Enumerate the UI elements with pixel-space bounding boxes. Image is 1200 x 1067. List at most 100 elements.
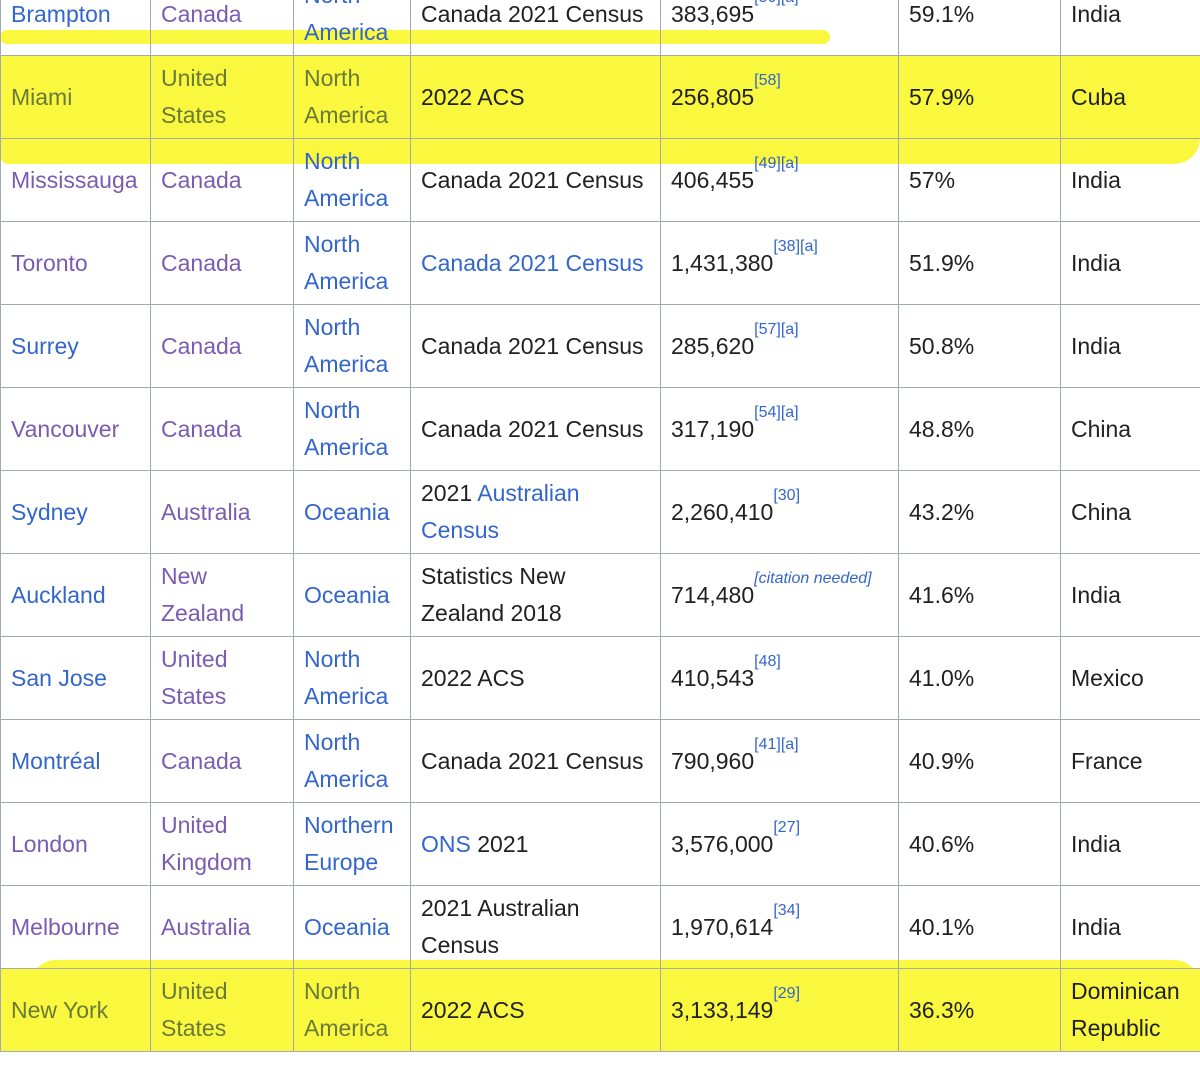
source-text: 2021 Australian Census	[421, 895, 580, 958]
origin-cell: India	[1060, 304, 1200, 388]
origin-cell: India	[1060, 221, 1200, 305]
share-cell: 41.0%	[898, 636, 1061, 720]
share-value: 50.8%	[909, 332, 975, 359]
city-link[interactable]: Mississauga	[11, 166, 138, 193]
country-link[interactable]: New Zealand	[161, 563, 245, 626]
country-link[interactable]: Canada	[161, 415, 242, 442]
region-link[interactable]: North America	[304, 729, 388, 792]
reference-link[interactable]: [34]	[773, 901, 801, 919]
region-link[interactable]: North America	[304, 978, 388, 1041]
table-row: Vancouver Canada North America Canada 2021 C…	[0, 387, 1200, 471]
city-link[interactable]: Surrey	[11, 332, 79, 359]
city-link[interactable]: Montréal	[11, 747, 101, 774]
region-cell: North America	[293, 138, 411, 222]
share-cell: 51.9%	[898, 221, 1061, 305]
city-link[interactable]: London	[11, 830, 88, 857]
region-link[interactable]: North America	[304, 148, 388, 211]
source-text: Canada 2021 Census	[421, 415, 644, 442]
source-cell: 2022 ACS	[410, 55, 661, 139]
reference-link[interactable]: [49][a]	[754, 154, 799, 172]
source-text: Canada 2021 Census	[421, 332, 644, 359]
country-cell: Canada	[150, 0, 294, 56]
region-link[interactable]: North America	[304, 397, 388, 460]
share-value: 51.9%	[909, 249, 975, 276]
city-link[interactable]: Melbourne	[11, 913, 120, 940]
city-cell: Vancouver	[0, 387, 151, 471]
city-link[interactable]: Vancouver	[11, 415, 120, 442]
origin-value: India	[1071, 581, 1121, 608]
city-cell: Sydney	[0, 470, 151, 554]
source-text: Canada 2021 Census	[421, 0, 644, 27]
source-cell: ONS 2021	[410, 802, 661, 886]
reference-link[interactable]: [41][a]	[754, 735, 799, 753]
region-link[interactable]: North America	[304, 231, 388, 294]
country-link[interactable]: Australia	[161, 498, 251, 525]
source-link[interactable]: ONS	[421, 830, 471, 857]
reference-link[interactable]: [48]	[754, 652, 781, 670]
country-cell: Australia	[150, 885, 294, 969]
population-value: 410,543	[671, 664, 755, 691]
share-value: 36.3%	[909, 996, 975, 1023]
origin-cell: France	[1060, 719, 1200, 803]
country-link[interactable]: Canada	[161, 249, 242, 276]
country-cell: United States	[150, 55, 294, 139]
region-word: America	[304, 766, 389, 792]
source-link[interactable]: Australian Census	[421, 480, 580, 543]
reference-link[interactable]: [50][a]	[754, 0, 798, 6]
country-link[interactable]: United Kingdom	[161, 812, 252, 875]
source-text: 2022 ACS	[421, 83, 525, 110]
country-link[interactable]: Australia	[161, 913, 251, 940]
country-link[interactable]: United States	[161, 65, 228, 128]
city-link[interactable]: San Jose	[11, 664, 107, 691]
region-word: North	[304, 231, 361, 257]
city-link[interactable]: Sydney	[11, 498, 88, 525]
region-link[interactable]: Northern Europe	[304, 812, 393, 875]
city-link[interactable]: New York	[11, 996, 109, 1023]
country-link[interactable]: Canada	[161, 332, 242, 359]
region-link[interactable]: North America	[304, 0, 388, 45]
country-cell: Canada	[150, 221, 294, 305]
population-value: 3,133,149	[671, 996, 774, 1023]
country-link[interactable]: Canada	[161, 166, 242, 193]
source-link[interactable]: Canada 2021 Census	[421, 249, 644, 276]
country-cell: United States	[150, 968, 294, 1052]
region-link[interactable]: North America	[304, 65, 388, 128]
origin-value: India	[1071, 0, 1121, 27]
origin-value: Mexico	[1071, 664, 1144, 691]
city-link[interactable]: Brampton	[11, 0, 111, 27]
reference-link[interactable]: [38][a]	[773, 237, 818, 255]
region-cell: North America	[293, 968, 411, 1052]
region-link[interactable]: North America	[304, 314, 388, 377]
reference-link[interactable]: [58]	[754, 71, 781, 89]
city-link[interactable]: Miami	[11, 83, 73, 110]
region-word: America	[304, 185, 389, 211]
source-text: 2021	[477, 830, 529, 857]
city-cell: Melbourne	[0, 885, 151, 969]
region-link[interactable]: Oceania	[304, 914, 390, 940]
reference-link[interactable]: [54][a]	[754, 403, 799, 421]
country-cell: Australia	[150, 470, 294, 554]
reference-link[interactable]: [citation needed]	[754, 569, 872, 587]
table-row: Auckland New Zealand Oceania Statistics New…	[0, 553, 1200, 637]
country-link[interactable]: United States	[161, 646, 228, 709]
share-value: 43.2%	[909, 498, 975, 525]
country-link[interactable]: Canada	[161, 747, 242, 774]
share-value: 40.1%	[909, 913, 975, 940]
country-link[interactable]: United States	[161, 978, 228, 1041]
region-link[interactable]: North America	[304, 646, 388, 709]
reference-link[interactable]: [30]	[773, 486, 801, 504]
country-cell: United States	[150, 636, 294, 720]
reference-link[interactable]: [57][a]	[754, 320, 799, 338]
country-link[interactable]: Canada	[161, 0, 242, 27]
region-word: North	[304, 314, 361, 340]
region-word: North	[304, 65, 361, 91]
reference-link[interactable]: [27]	[773, 818, 801, 836]
region-link[interactable]: Oceania	[304, 499, 390, 525]
city-link[interactable]: Toronto	[11, 249, 88, 276]
region-word: North	[304, 729, 361, 755]
city-link[interactable]: Auckland	[11, 581, 106, 608]
reference-link[interactable]: [29]	[773, 984, 801, 1002]
population-cell: 3,133,149[29]	[660, 968, 899, 1052]
region-cell: Oceania	[293, 553, 411, 637]
region-link[interactable]: Oceania	[304, 582, 390, 608]
